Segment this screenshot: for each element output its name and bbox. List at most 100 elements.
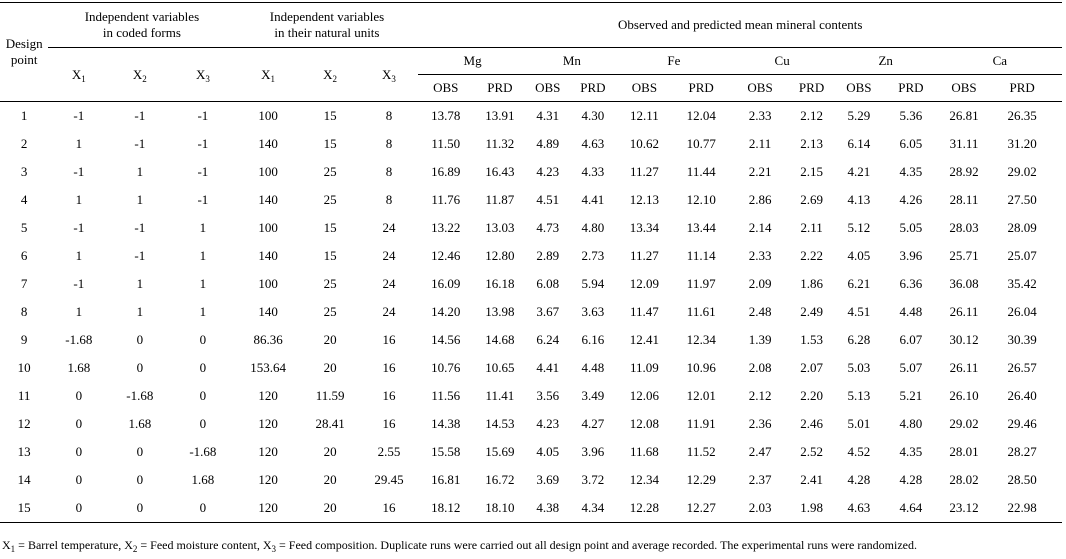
table-cell: 4.35 [899, 164, 923, 179]
table-row: 15 0 0 0 120 20 16 18.12 18.10 4.38 4.34 12.28 12.27… [0, 494, 1062, 523]
mn-prd-header: PRD [568, 74, 618, 102]
table-cell: 4.13 [847, 192, 871, 207]
table-cell: 31.11 [949, 136, 979, 151]
table-row: 1 -1 -1 -1 100 15 8 13.78 13.91 4.31 4.30 12.11 12.0… [0, 102, 1062, 131]
table-body: 1 -1 -1 -1 100 15 8 13.78 13.91 4.31 4.30 12.11 12.0… [0, 102, 1062, 523]
table-cell: 35.42 [1007, 276, 1037, 291]
table-cell: 11.91 [686, 416, 716, 431]
table-cell: 11.09 [630, 360, 659, 375]
table-cell: 10 [17, 360, 31, 375]
table-cell: 12 [17, 416, 31, 431]
table-cell: 16 [382, 360, 396, 375]
table-cell: 28.02 [949, 472, 979, 487]
table-row: 11 0 -1.68 0 120 11.59 16 11.56 11.41 3.56 3.49 12.… [0, 382, 1062, 410]
table-cell: 4.48 [581, 360, 605, 375]
table-cell: 15.69 [485, 444, 515, 459]
table-cell: 14.68 [485, 332, 515, 347]
table-cell: 26.35 [1007, 108, 1037, 123]
table-cell: 12.28 [629, 500, 660, 515]
table-cell: 26.11 [949, 360, 979, 375]
table-cell: 1 [199, 248, 207, 263]
table-cell: 0 [136, 472, 144, 487]
table-cell: 16.72 [485, 472, 515, 487]
table-cell: 2.33 [748, 248, 772, 263]
table-cell: 16 [382, 500, 396, 515]
table-cell: 4.63 [847, 500, 871, 515]
ca-obs-header: OBS [937, 74, 991, 102]
table-cell: 14.56 [431, 332, 461, 347]
table-cell: 16 [382, 332, 396, 347]
table-cell: 4.64 [899, 500, 923, 515]
table-cell: 153.64 [250, 360, 286, 375]
table-cell: 1 [136, 192, 144, 207]
table-cell: 13.78 [431, 108, 461, 123]
table-cell: 13.22 [431, 220, 461, 235]
table-cell: 140 [258, 304, 278, 319]
table-cell: 2.20 [800, 388, 823, 403]
table-cell: 2.37 [748, 472, 772, 487]
table-cell: 6.14 [847, 136, 871, 151]
table-cell: 23.12 [949, 500, 979, 515]
table-cell: 28.27 [1007, 444, 1037, 459]
table-cell: 36.08 [949, 276, 979, 291]
table-cell: 100 [258, 164, 278, 179]
table-cell: 1 [199, 220, 207, 235]
table-row: 2 1 -1 -1 140 15 8 11.50 11.32 4.89 4.63 10.62 10.77… [0, 130, 1062, 158]
table-cell: 26.04 [1007, 304, 1037, 319]
cu-obs-header: OBS [730, 74, 790, 102]
table-cell: 24 [382, 276, 396, 291]
table-cell: 0 [199, 360, 207, 375]
coded-x3-header: X3 [170, 47, 236, 102]
table-cell: 8 [385, 164, 393, 179]
table-cell: 2.03 [748, 500, 772, 515]
table-cell: 5.03 [847, 360, 871, 375]
table-cell: 2.11 [748, 136, 772, 151]
table-cell: 0 [199, 332, 207, 347]
table-cell: 1 [75, 248, 83, 263]
table-cell: 1.68 [128, 416, 152, 431]
footnote-x2-definition: = Feed moisture content, [140, 538, 260, 552]
table-cell: 11.27 [630, 164, 659, 179]
table-cell: 6.36 [899, 276, 923, 291]
table-cell: 4.51 [847, 304, 871, 319]
table-cell: 5.13 [847, 388, 871, 403]
table-cell: 4.27 [581, 416, 605, 431]
table-cell: 26.40 [1007, 388, 1037, 403]
table-cell: 12.04 [686, 108, 716, 123]
table-cell: 5.21 [899, 388, 923, 403]
table-cell: 26.10 [949, 388, 979, 403]
table-cell: 15 [323, 108, 337, 123]
table-cell: 16 [382, 388, 396, 403]
table-cell: 1 [75, 304, 83, 319]
table-cell: 4.30 [581, 108, 605, 123]
table-cell: 6.08 [536, 276, 560, 291]
table-cell: -1 [134, 108, 146, 123]
mineral-contents-header: Observed and predicted mean mineral cont… [418, 2, 1062, 48]
table-cell: 11.87 [485, 192, 515, 207]
mineral-contents-table: Design point Independent variables in code… [0, 2, 1062, 523]
table-cell: 3 [20, 164, 28, 179]
table-cell: 2.15 [800, 164, 823, 179]
table-row: 3 -1 1 -1 100 25 8 16.89 16.43 4.23 4.33 11.27 11.44… [0, 158, 1062, 186]
table-cell: 3.49 [581, 388, 605, 403]
table-cell: 29.46 [1007, 416, 1037, 431]
table-cell: 100 [258, 108, 278, 123]
table-cell: 14.53 [485, 416, 515, 431]
table-cell: 5.05 [899, 220, 923, 235]
table-cell: 11.52 [686, 444, 716, 459]
table-cell: 1 [75, 192, 83, 207]
table-cell: 14 [17, 472, 31, 487]
table-cell: 12.29 [686, 472, 716, 487]
table-cell: 2.49 [800, 304, 823, 319]
table-cell: 2.12 [800, 108, 823, 123]
table-cell: 1.68 [191, 472, 215, 487]
ca-header: Ca [937, 47, 1062, 75]
table-cell: 16.43 [485, 164, 515, 179]
table-cell: 6.21 [847, 276, 871, 291]
table-cell: 4.51 [536, 192, 560, 207]
table-cell: 20 [323, 500, 337, 515]
table-cell: 2.89 [536, 248, 560, 263]
table-cell: 3.67 [536, 304, 560, 319]
table-cell: 12.06 [629, 388, 660, 403]
table-cell: 86.36 [253, 332, 283, 347]
